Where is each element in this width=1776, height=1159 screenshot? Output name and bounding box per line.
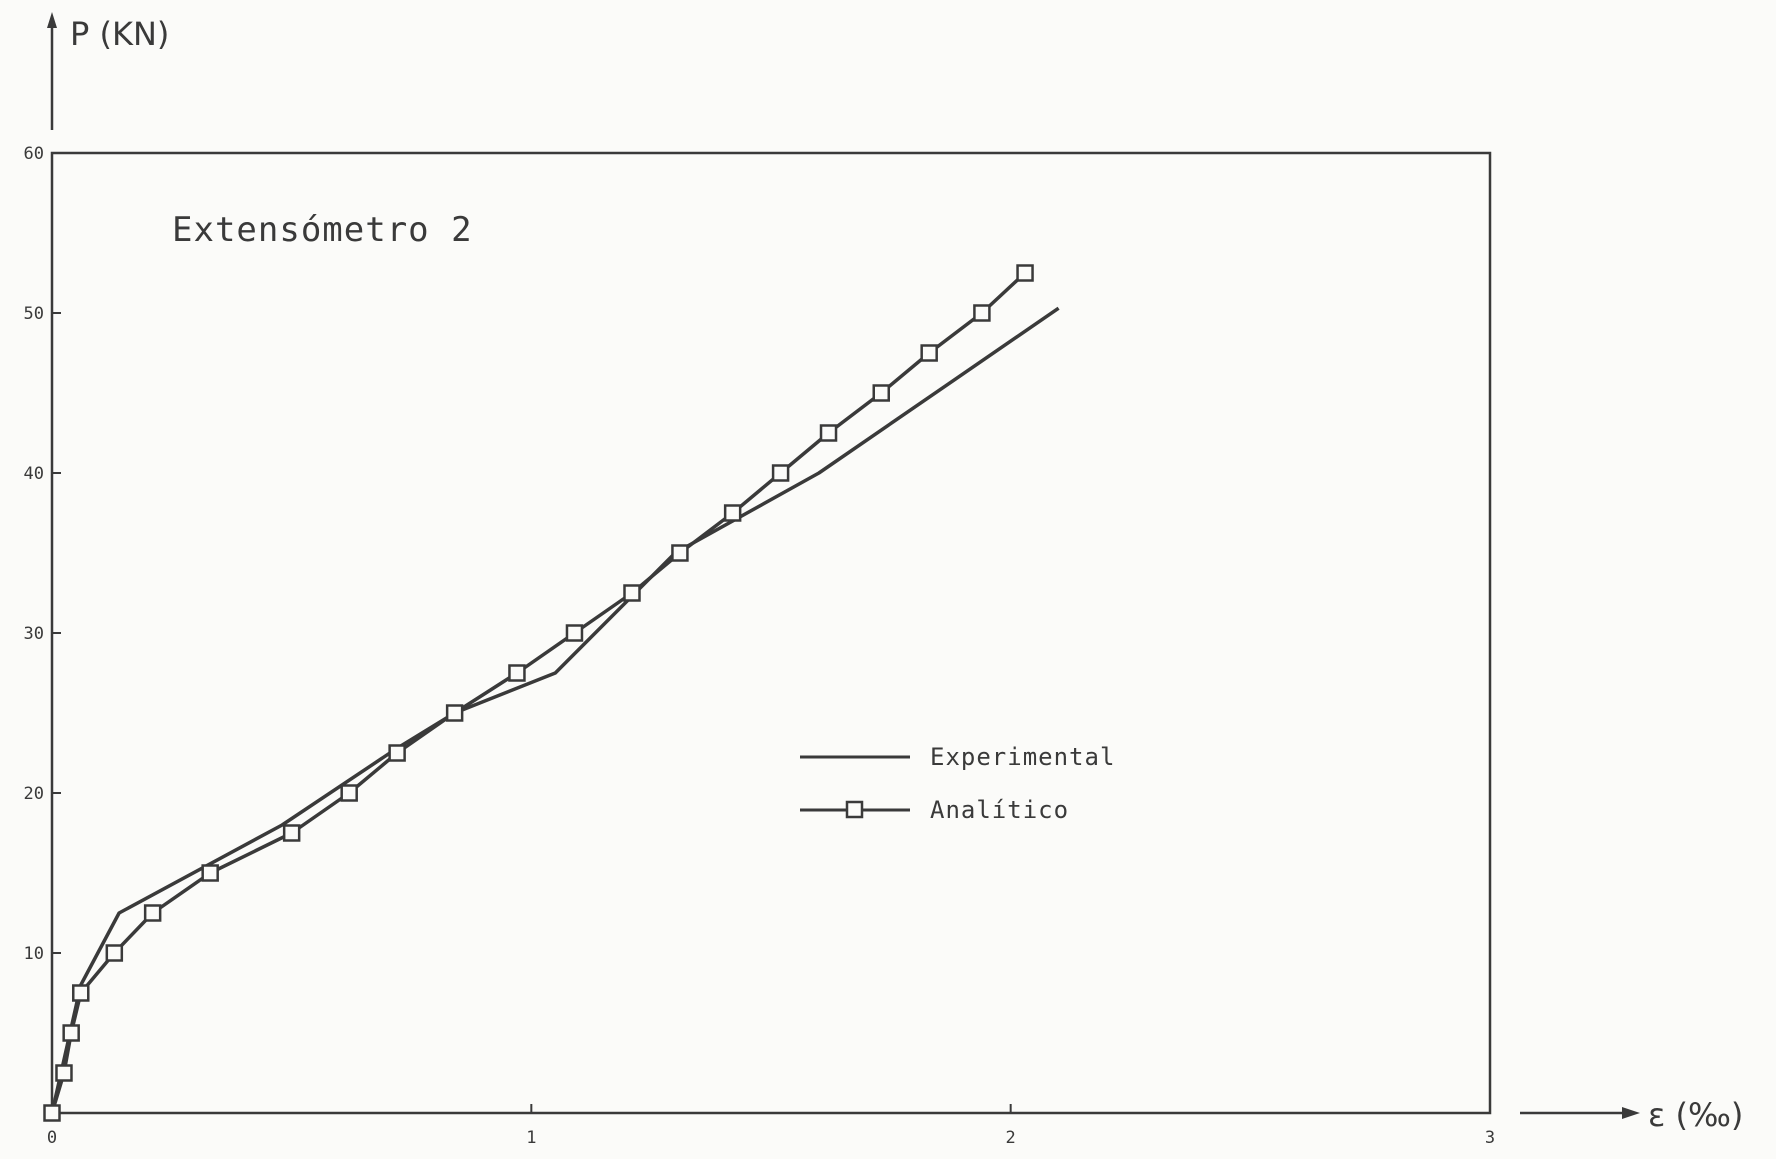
y-tick-label: 40 — [24, 464, 44, 484]
series-point-1 — [872, 384, 890, 402]
series-point-1 — [43, 1104, 61, 1122]
series-point-1 — [388, 744, 406, 762]
y-tick-label: 30 — [24, 624, 44, 644]
x-tick-label: 3 — [1485, 1128, 1495, 1148]
series-point-1 — [508, 664, 526, 682]
series-point-1 — [565, 624, 584, 642]
x-axis-arrowhead — [1622, 1107, 1640, 1119]
series-point-1 — [340, 784, 358, 802]
series-point-1 — [445, 704, 464, 722]
legend-experimental-label: Experimental — [930, 743, 1115, 771]
series-point-1 — [973, 304, 991, 322]
x-tick-label: 1 — [526, 1128, 536, 1148]
series-layer — [43, 264, 1060, 1122]
series-point-1 — [55, 1064, 73, 1082]
series-point-1 — [72, 984, 90, 1002]
series-point-1 — [771, 464, 790, 482]
series-point-1 — [723, 504, 742, 522]
series-point-1 — [62, 1024, 80, 1042]
series-point-1 — [819, 424, 838, 442]
legend-analitico-label: Analítico — [930, 796, 1069, 824]
series-point-1 — [1016, 264, 1034, 282]
series-line-1 — [50, 271, 1027, 1114]
legend-analitico-marker — [845, 800, 864, 819]
x-axis-label: ε (‰) — [1648, 1096, 1743, 1134]
y-axis-arrowhead — [47, 12, 57, 28]
chart-title: Extensómetro 2 — [172, 210, 473, 250]
y-tick-label: 10 — [24, 944, 44, 964]
plot-frame — [50, 151, 1492, 1115]
legend: Experimental Analítico — [800, 743, 1115, 824]
x-tick-label: 0 — [47, 1128, 57, 1148]
x-tick-label: 2 — [1006, 1128, 1016, 1148]
series-point-1 — [282, 824, 301, 842]
y-tick-label: 20 — [24, 784, 44, 804]
series-point-1 — [143, 904, 162, 922]
series-line-0 — [50, 306, 1060, 1114]
series-point-1 — [671, 544, 689, 562]
series-point-1 — [623, 584, 641, 602]
axis-ticks: 0 1 2 3 10 20 30 40 50 60 — [24, 144, 1496, 1148]
y-axis-label: P (KN) — [70, 15, 169, 53]
y-tick-label: 50 — [24, 304, 44, 324]
series-point-1 — [201, 864, 219, 882]
series-point-1 — [920, 344, 938, 362]
y-tick-label: 60 — [24, 144, 44, 164]
series-point-1 — [105, 944, 124, 962]
